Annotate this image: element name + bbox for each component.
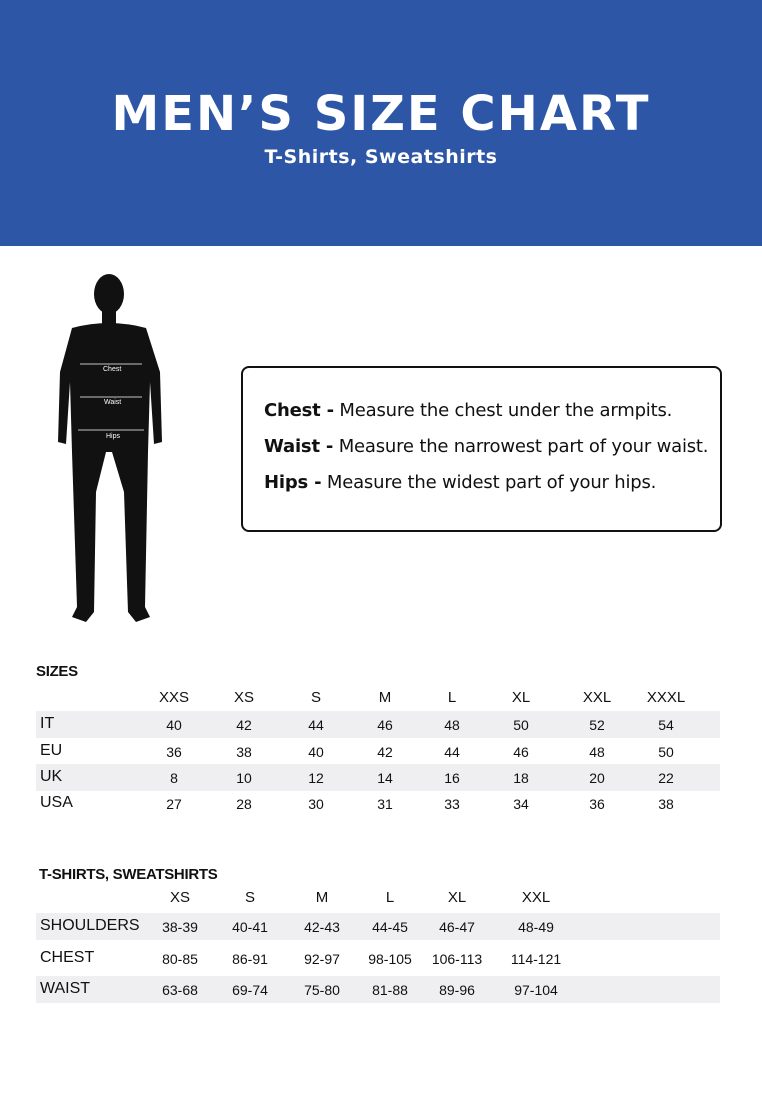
waist-term: Waist - xyxy=(264,436,334,457)
table-cell: 36 xyxy=(589,796,605,812)
table-cell: 75-80 xyxy=(304,982,340,998)
column-header: XS xyxy=(169,889,191,906)
row-label: IT xyxy=(40,715,55,732)
table-cell: 48 xyxy=(444,717,460,733)
column-header: L xyxy=(385,889,395,906)
waist-text: Measure the narrowest part of your waist… xyxy=(333,436,709,457)
chest-text: Measure the chest under the armpits. xyxy=(333,400,673,421)
column-header: XXL xyxy=(582,689,612,706)
column-header: M xyxy=(315,889,329,906)
row-label: UK xyxy=(40,768,63,785)
table-row: IT 40 42 44 46 48 50 52 54 xyxy=(36,711,720,738)
table-cell: 18 xyxy=(513,770,529,786)
table-cell: 92-97 xyxy=(304,951,340,967)
table-cell: 44-45 xyxy=(372,919,408,935)
sizes-title: SIZES xyxy=(36,663,78,680)
table-cell: 28 xyxy=(236,796,252,812)
column-header: M xyxy=(378,689,392,706)
table-cell: 40 xyxy=(308,744,324,760)
hips-term: Hips - xyxy=(264,472,322,493)
waist-instruction: Waist - Measure the narrowest part of yo… xyxy=(264,436,720,457)
hips-text: Measure the widest part of your hips. xyxy=(321,472,657,493)
chest-term: Chest - xyxy=(264,400,334,421)
table-cell: 81-88 xyxy=(372,982,408,998)
table-cell: 50 xyxy=(513,717,529,733)
table-cell: 30 xyxy=(308,796,324,812)
table-cell: 40 xyxy=(166,717,182,733)
table-cell: 63-68 xyxy=(162,982,198,998)
table-cell: 33 xyxy=(444,796,460,812)
table-cell: 36 xyxy=(166,744,182,760)
table-cell: 50 xyxy=(658,744,674,760)
table-cell: 38-39 xyxy=(162,919,198,935)
table-cell: 97-104 xyxy=(514,982,558,998)
table-cell: 16 xyxy=(444,770,460,786)
table-cell: 54 xyxy=(658,717,674,733)
tshirts-title: T-SHIRTS, SWEATSHIRTS xyxy=(39,866,218,883)
column-header: XXS xyxy=(158,689,190,706)
table-row: EU 36 38 40 42 44 46 48 50 xyxy=(36,738,720,765)
table-cell: 80-85 xyxy=(162,951,198,967)
header-banner: MEN’S SIZE CHART T-Shirts, Sweatshirts xyxy=(0,0,762,246)
column-header: XXL xyxy=(521,889,551,906)
table-cell: 38 xyxy=(236,744,252,760)
table-cell: 22 xyxy=(658,770,674,786)
table-cell: 8 xyxy=(170,770,178,786)
table-cell: 10 xyxy=(236,770,252,786)
table-row: UK 8 10 12 14 16 18 20 22 xyxy=(36,764,720,791)
column-header: XL xyxy=(511,689,531,706)
column-header: S xyxy=(310,689,322,706)
table-cell: 31 xyxy=(377,796,393,812)
table-cell: 46-47 xyxy=(439,919,475,935)
row-label: WAIST xyxy=(40,980,91,997)
page-title: MEN’S SIZE CHART xyxy=(111,86,651,142)
hips-instruction: Hips - Measure the widest part of your h… xyxy=(264,472,720,493)
table-cell: 86-91 xyxy=(232,951,268,967)
column-header: XL xyxy=(447,889,467,906)
column-header: XS xyxy=(233,689,255,706)
chest-label: Chest xyxy=(103,366,122,373)
table-cell: 42 xyxy=(236,717,252,733)
table-cell: 46 xyxy=(377,717,393,733)
table-cell: 44 xyxy=(444,744,460,760)
table-cell: 114-121 xyxy=(510,951,562,967)
body-silhouette: Chest Waist Hips xyxy=(50,262,180,632)
table-cell: 34 xyxy=(513,796,529,812)
row-label: SHOULDERS xyxy=(40,917,140,934)
hips-label: Hips xyxy=(106,433,121,440)
table-cell: 12 xyxy=(308,770,324,786)
table-cell: 89-96 xyxy=(439,982,475,998)
table-cell: 52 xyxy=(589,717,605,733)
table-cell: 14 xyxy=(377,770,393,786)
table-cell: 27 xyxy=(166,796,182,812)
table-cell: 48 xyxy=(589,744,605,760)
row-label: USA xyxy=(40,794,73,811)
table-cell: 44 xyxy=(308,717,324,733)
column-header: L xyxy=(447,689,457,706)
table-cell: 98-105 xyxy=(368,951,412,967)
table-row: CHEST 80-85 86-91 92-97 98-105 106-113 114-121 xyxy=(36,945,720,972)
table-cell: 42-43 xyxy=(304,919,340,935)
column-header: S xyxy=(244,889,256,906)
table-cell: 38 xyxy=(658,796,674,812)
table-cell: 69-74 xyxy=(232,982,268,998)
row-label: EU xyxy=(40,742,63,759)
column-header: XXXL xyxy=(646,689,686,706)
table-cell: 20 xyxy=(589,770,605,786)
table-cell: 106-113 xyxy=(431,951,483,967)
waist-label: Waist xyxy=(104,399,122,406)
chest-instruction: Chest - Measure the chest under the armp… xyxy=(264,400,720,421)
table-row: SHOULDERS 38-39 40-41 42-43 44-45 46-47 48-49 xyxy=(36,913,720,940)
measurement-instructions: Chest - Measure the chest under the armp… xyxy=(241,366,722,532)
table-cell: 46 xyxy=(513,744,529,760)
row-label: CHEST xyxy=(40,949,95,966)
table-cell: 40-41 xyxy=(232,919,268,935)
table-row: WAIST 63-68 69-74 75-80 81-88 89-96 97-104 xyxy=(36,976,720,1003)
table-row: USA 27 28 30 31 33 34 36 38 xyxy=(36,790,720,817)
table-cell: 42 xyxy=(377,744,393,760)
page-subtitle: T-Shirts, Sweatshirts xyxy=(264,146,498,168)
table-cell: 48-49 xyxy=(518,919,554,935)
